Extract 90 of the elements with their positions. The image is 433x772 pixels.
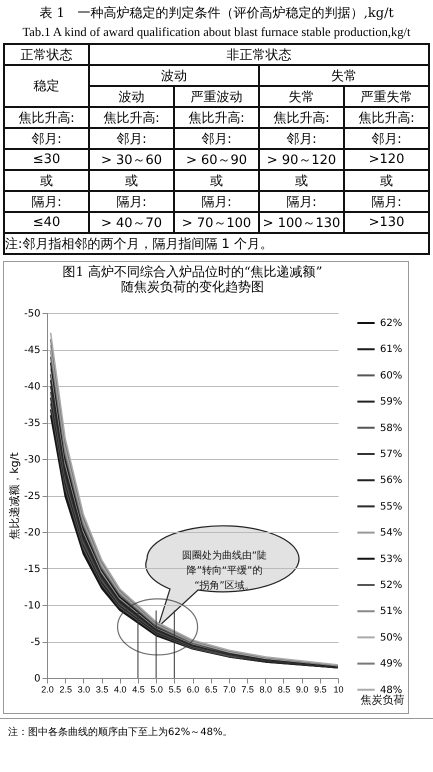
x-tick-label: 5.0 <box>150 684 163 694</box>
legend-label: 55% <box>380 501 402 512</box>
legend-label: 50% <box>380 632 402 644</box>
x-tick-label: 2.0 <box>41 684 54 694</box>
text: 焦比升高: <box>259 107 344 128</box>
text: >130 <box>344 212 429 233</box>
text: 焦比升高: <box>344 107 429 128</box>
text: > 60～90 <box>174 149 259 170</box>
text: 隔月: <box>4 191 89 212</box>
y-tick-label: -50 <box>24 308 40 320</box>
y-axis-title: 焦比递减额，kg/t <box>8 452 22 540</box>
text: > 90～120 <box>259 149 344 170</box>
text: 波动 <box>89 86 174 107</box>
x-tick-label: 7.5 <box>241 684 254 694</box>
text: 或 <box>89 170 174 191</box>
legend-label: 52% <box>380 580 402 591</box>
y-tick-label: -30 <box>24 454 40 466</box>
legend-label: 56% <box>380 475 402 486</box>
text: 焦比升高: <box>4 107 89 128</box>
x-tick-label: 9.5 <box>314 684 327 694</box>
text: 波动 <box>89 65 259 86</box>
text: > 30～60 <box>89 149 174 170</box>
text: 严重波动 <box>174 86 259 107</box>
legend-label: 53% <box>380 554 402 565</box>
legend-label: 49% <box>380 658 402 670</box>
x-tick-label: 9.0 <box>296 684 308 694</box>
text: 或 <box>344 170 429 191</box>
x-tick-label: 8.5 <box>278 684 290 694</box>
x-tick-label: 6.0 <box>186 684 200 694</box>
x-axis-title: 焦炭负荷 <box>360 694 404 706</box>
text: 注：图中各条曲线的顺序由下至上为62%～48%。 <box>0 718 433 745</box>
legend-label: 58% <box>380 422 402 434</box>
text: 严重失常 <box>344 86 429 107</box>
text: 或 <box>174 170 259 191</box>
x-tick-label: 10 <box>333 684 344 694</box>
y-tick-label: -5 <box>30 637 40 648</box>
legend-label: 62% <box>380 318 402 329</box>
x-tick-label: 7.0 <box>223 684 236 694</box>
chart-title: 图1 高炉不同综合入炉品位时的“焦比递减额” 随焦炭负荷的变化趋势图 <box>62 264 322 295</box>
legend-label: 48% <box>380 684 402 696</box>
text: 失常 <box>259 65 429 86</box>
y-tick-label: -15 <box>24 564 40 575</box>
text: 表 1 一种高炉稳定的判定条件（评价高炉稳定的判据）,kg/t <box>38 5 395 22</box>
x-tick-label: 4.5 <box>132 684 145 694</box>
text: 邻月: <box>344 128 429 149</box>
y-tick-label: -25 <box>24 491 40 502</box>
x-tick-label: 5.5 <box>168 684 182 694</box>
legend-label: 57% <box>380 449 402 460</box>
text: 邻月: <box>174 128 259 149</box>
text: > 40～70 <box>89 212 174 233</box>
x-tick-label: 3.0 <box>78 684 90 694</box>
y-tick-label: 0 <box>34 674 40 684</box>
text: 邻月: <box>4 128 89 149</box>
text: 或 <box>259 170 344 191</box>
text: > 70～100 <box>174 212 259 233</box>
y-tick-label: -10 <box>24 600 40 612</box>
legend-label: 54% <box>380 528 402 539</box>
x-tick-label: 4.0 <box>114 684 127 694</box>
text: 隔月: <box>344 191 429 212</box>
text: 失常 <box>259 86 344 107</box>
y-tick-label: -40 <box>24 382 40 392</box>
annotation: 圆圈处为曲线由“陡降”转向“平缓”的“拐角”区域。 <box>182 550 268 592</box>
text: Tab.1 A kind of award qualification about blast furnace stable production,kg/t <box>22 25 412 40</box>
text: > 100～130 <box>259 212 344 233</box>
legend-label: 59% <box>380 396 402 408</box>
text: 非正常状态 <box>89 44 429 65</box>
text: >120 <box>344 149 429 170</box>
y-tick-label: -45 <box>24 345 40 356</box>
text: 正常状态 <box>4 44 89 65</box>
text: 焦比升高: <box>89 107 174 128</box>
text: 焦比升高: <box>174 107 259 128</box>
y-tick-label: -20 <box>24 528 40 538</box>
text: 邻月: <box>259 128 344 149</box>
text: ≤30 <box>4 149 89 170</box>
x-tick-label: 2.5 <box>59 684 72 694</box>
text: 隔月: <box>89 191 174 212</box>
text: 邻月: <box>89 128 174 149</box>
text: 隔月: <box>174 191 259 212</box>
legend-label: 61% <box>380 344 402 356</box>
x-tick-label: 3.5 <box>96 684 108 694</box>
legend-label: 51% <box>380 606 402 618</box>
legend-label: 60% <box>380 370 402 382</box>
text: 注:邻月指相邻的两个月，隔月指间隔 1 个月。 <box>4 233 429 254</box>
text: ≤40 <box>4 212 89 233</box>
text: 或 <box>4 170 89 191</box>
y-tick-label: -35 <box>24 418 40 429</box>
x-tick-label: 8.0 <box>259 684 272 694</box>
text: 隔月: <box>259 191 344 212</box>
x-tick-label: 6.5 <box>204 684 218 694</box>
text: 稳定 <box>4 65 89 107</box>
